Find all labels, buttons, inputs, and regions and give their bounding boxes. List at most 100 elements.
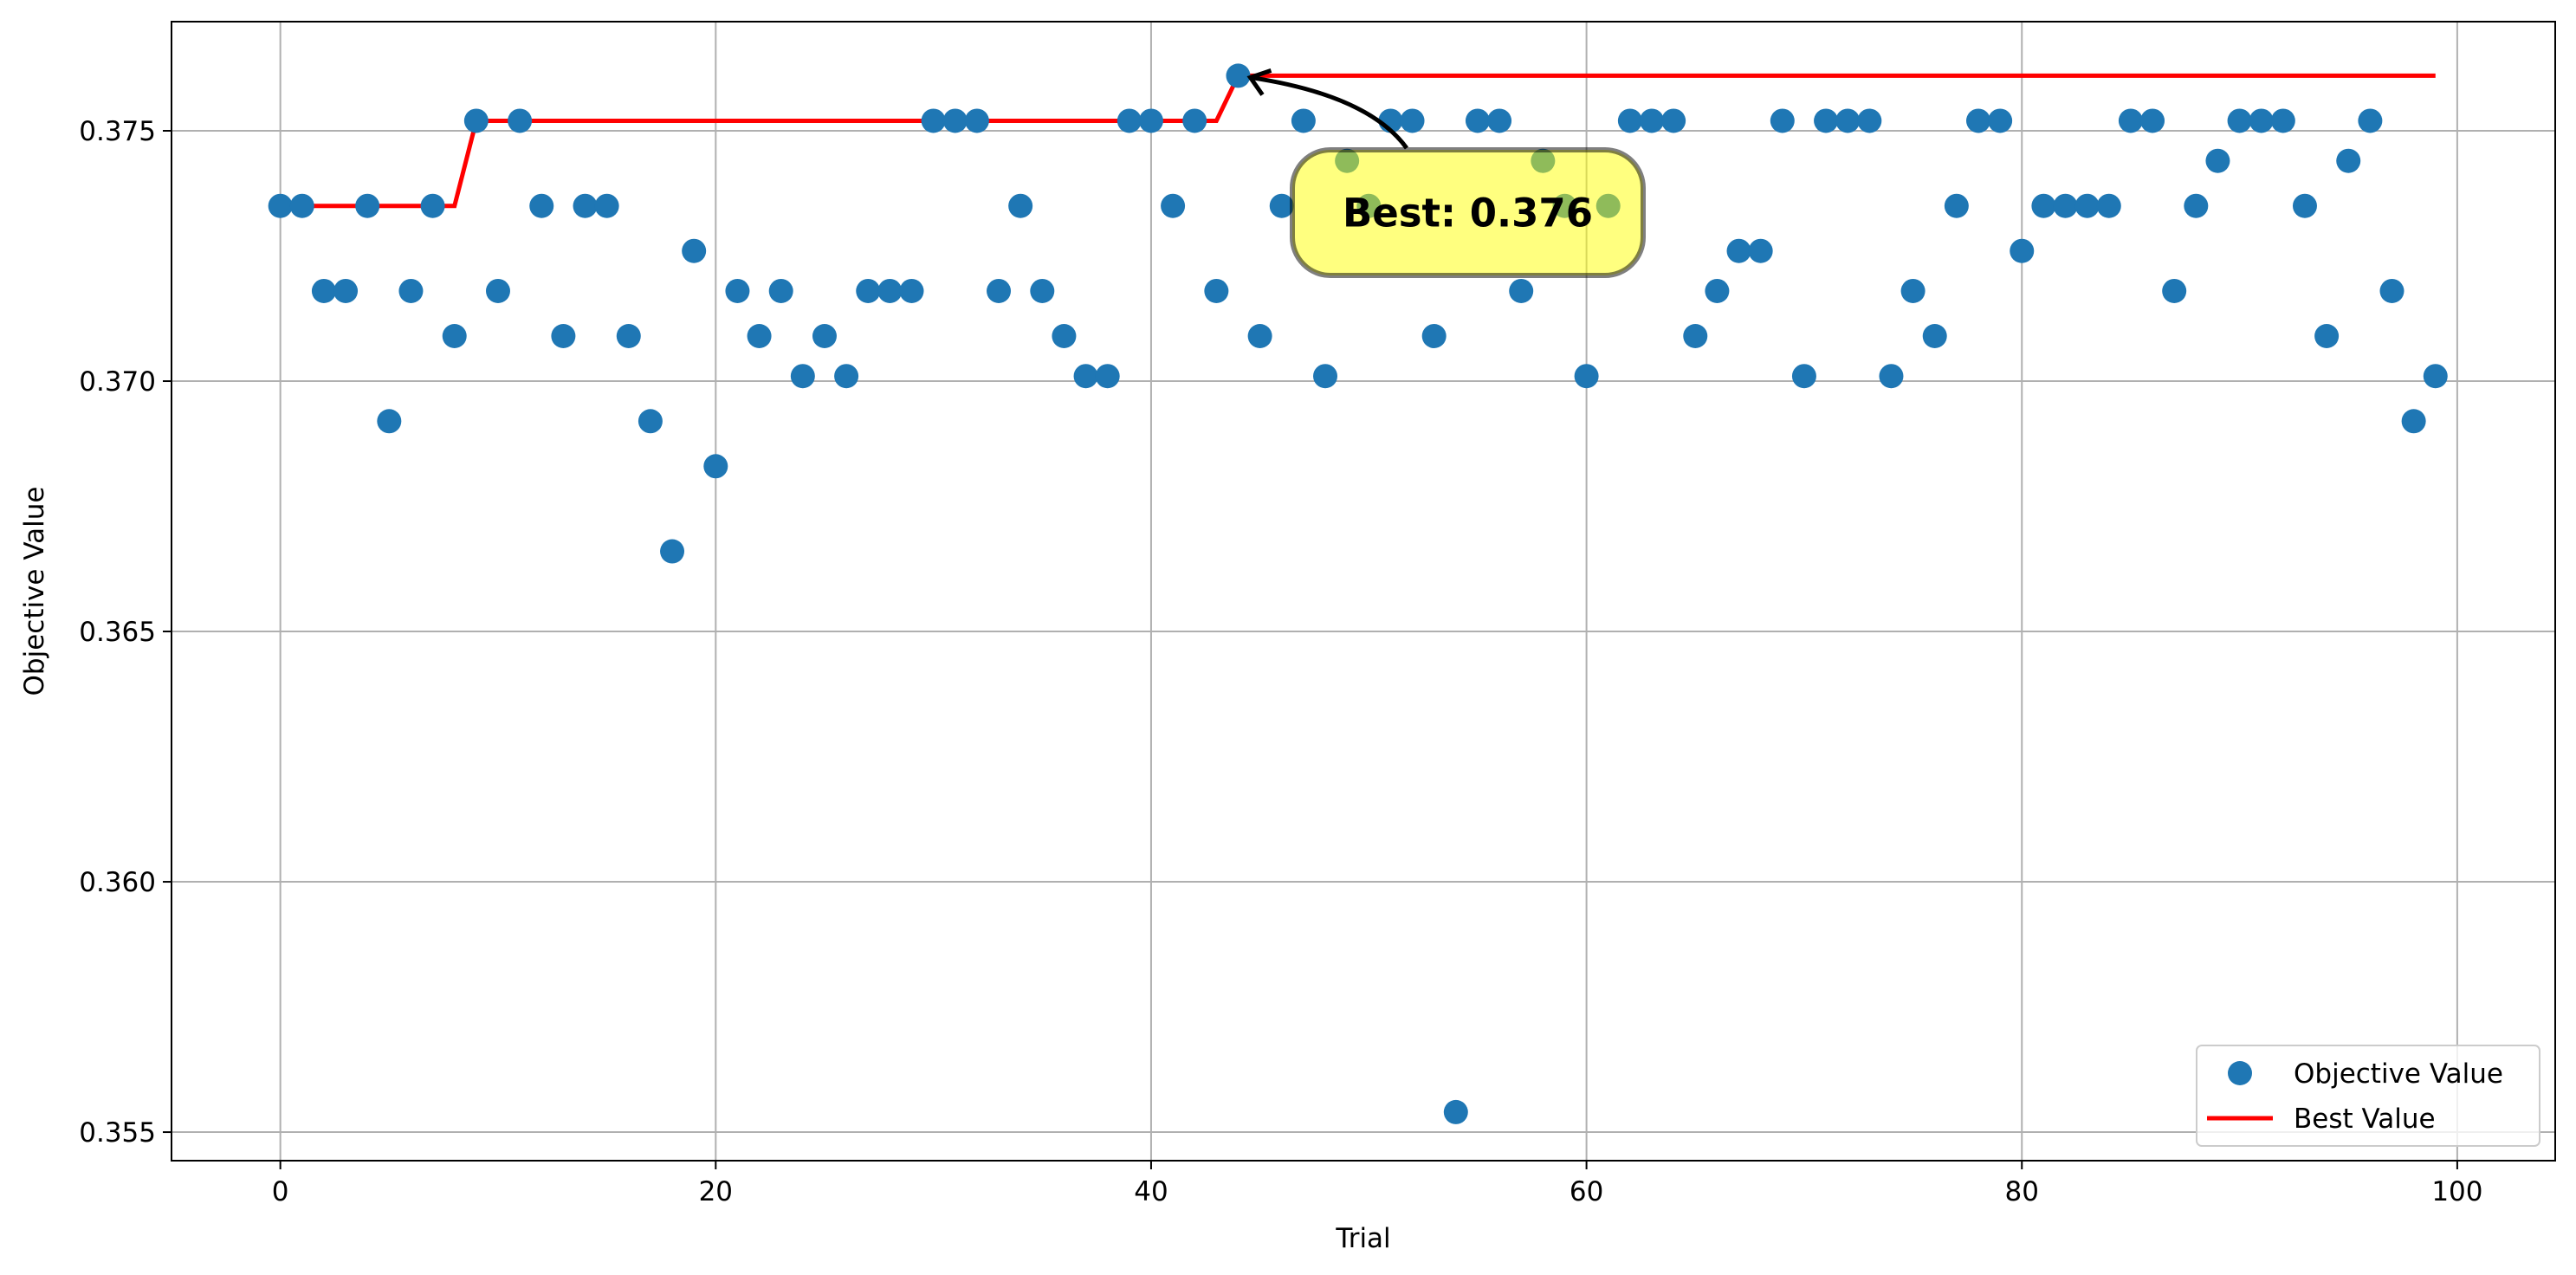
data-point <box>638 409 663 434</box>
data-point <box>1487 108 1512 133</box>
data-point <box>1705 278 1730 303</box>
data-point <box>2249 108 2274 133</box>
data-point <box>2184 193 2209 218</box>
data-point <box>1313 364 1338 389</box>
data-point <box>1030 278 1055 303</box>
data-point <box>1138 108 1163 133</box>
data-point <box>442 323 467 348</box>
x-tick-label: 80 <box>2005 1176 2039 1207</box>
data-point <box>942 108 968 133</box>
data-point <box>1791 364 1816 389</box>
y-axis: 0.355 0.360 0.365 0.370 0.375 <box>79 116 172 1149</box>
data-point <box>1204 278 1229 303</box>
data-point <box>1443 1099 1468 1124</box>
data-point <box>2031 193 2056 218</box>
data-point <box>2205 148 2230 173</box>
data-point <box>964 108 989 133</box>
data-point <box>2379 278 2404 303</box>
data-point <box>703 454 728 479</box>
data-point <box>551 323 576 348</box>
data-point <box>768 278 793 303</box>
data-point <box>1269 193 1294 218</box>
data-point <box>1291 108 1316 133</box>
data-point <box>856 278 881 303</box>
data-point <box>377 409 402 434</box>
annotation-arrowhead <box>1246 68 1272 96</box>
data-point <box>921 108 946 133</box>
data-point <box>1770 108 1795 133</box>
legend-marker-objective-value <box>2228 1061 2252 1085</box>
data-point <box>508 108 533 133</box>
y-tick-label: 0.360 <box>79 867 156 898</box>
data-point <box>2140 108 2165 133</box>
data-point <box>420 193 445 218</box>
data-point <box>2010 238 2035 263</box>
x-tick-label: 20 <box>699 1176 733 1207</box>
annotation-box <box>1290 147 1646 278</box>
y-tick-label: 0.365 <box>79 617 156 648</box>
data-point <box>790 364 815 389</box>
legend-label-best-value: Best Value <box>2294 1103 2436 1135</box>
x-tick-label: 40 <box>1134 1176 1168 1207</box>
data-point <box>1879 364 1904 389</box>
data-point <box>2053 193 2078 218</box>
data-point <box>2314 323 2340 348</box>
data-point <box>1922 323 1947 348</box>
data-point <box>1226 63 1251 88</box>
annotation-arrow <box>1250 74 1409 150</box>
data-point <box>2074 193 2100 218</box>
data-point <box>1857 108 1882 133</box>
data-point <box>1726 238 1751 263</box>
x-axis-label: Trial <box>1335 1223 1390 1254</box>
data-point <box>1008 193 1033 218</box>
data-point <box>1509 278 1534 303</box>
data-point <box>1161 193 1186 218</box>
data-point <box>1073 364 1098 389</box>
data-point <box>1900 278 1926 303</box>
data-point <box>2358 108 2383 133</box>
data-point <box>2423 364 2448 389</box>
y-tick-label: 0.355 <box>79 1117 156 1149</box>
data-point <box>2292 193 2317 218</box>
data-point <box>311 278 336 303</box>
legend-label-objective-value: Objective Value <box>2294 1058 2503 1090</box>
legend: Objective Value Best Value <box>2196 1045 2540 1147</box>
data-point <box>333 278 359 303</box>
grid <box>172 22 2555 1161</box>
data-point <box>2162 278 2187 303</box>
data-point <box>529 193 554 218</box>
data-point <box>1617 108 1642 133</box>
objective-value-series <box>268 63 2448 1124</box>
data-point <box>812 323 837 348</box>
data-point <box>1965 108 1990 133</box>
data-point <box>2401 409 2426 434</box>
y-tick-label: 0.370 <box>79 366 156 398</box>
data-point <box>834 364 859 389</box>
x-tick-label: 60 <box>1570 1176 1603 1207</box>
x-tick-label: 0 <box>272 1176 289 1207</box>
x-tick-label: 100 <box>2431 1176 2482 1207</box>
data-point <box>660 539 685 564</box>
data-point <box>463 108 489 133</box>
data-point <box>1988 108 2013 133</box>
data-point <box>485 278 510 303</box>
best-annotation: Best: 0.376 <box>1246 68 1646 278</box>
data-point <box>987 278 1012 303</box>
data-point <box>2270 108 2295 133</box>
data-point <box>1574 364 1599 389</box>
data-point <box>1095 364 1120 389</box>
data-point <box>725 278 750 303</box>
data-point <box>1400 108 1425 133</box>
data-point <box>1661 108 1686 133</box>
data-point <box>1247 323 1272 348</box>
data-point <box>747 323 772 348</box>
x-axis: 0 20 40 60 80 100 <box>272 1161 2482 1207</box>
data-point <box>1748 238 1773 263</box>
data-point <box>1835 108 1861 133</box>
data-point <box>2118 108 2143 133</box>
data-point <box>616 323 641 348</box>
data-point <box>1814 108 1839 133</box>
y-axis-label: Objective Value <box>19 487 50 696</box>
data-point <box>1640 108 1665 133</box>
data-point <box>877 278 903 303</box>
